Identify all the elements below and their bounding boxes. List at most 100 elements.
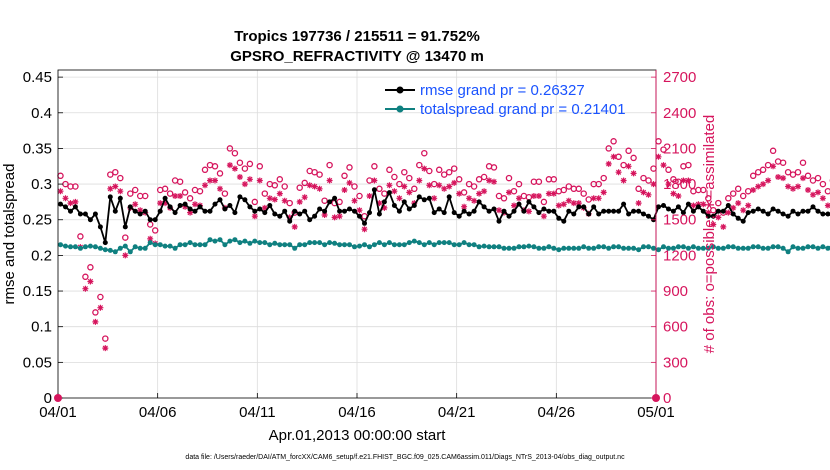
obs-possible-point — [301, 179, 308, 187]
obs-assimilated-point — [819, 195, 826, 202]
obs-end-endpoint — [652, 394, 660, 402]
obs-assimilated-point — [575, 200, 582, 207]
y-left-tick-label: 0.2 — [31, 247, 52, 264]
totalspread-point — [162, 243, 168, 249]
totalspread-point — [705, 245, 711, 251]
totalspread-point — [431, 242, 437, 248]
x-tick-label: 04/26 — [538, 404, 576, 421]
obs-possible-point — [181, 189, 189, 196]
rmse-point — [780, 211, 786, 217]
totalspread-point — [82, 244, 88, 250]
rmse-point — [501, 208, 507, 214]
rmse-point — [591, 204, 597, 210]
obs-possible-point — [744, 187, 752, 195]
rmse-point — [371, 187, 377, 193]
rmse-point — [401, 199, 407, 205]
rmse-point — [441, 210, 447, 216]
totalspread-point — [147, 240, 153, 246]
rmse-point — [102, 240, 108, 246]
totalspread-point — [172, 245, 178, 251]
obs-assimilated-point — [386, 182, 393, 189]
obs-possible-point — [779, 159, 787, 166]
legend-rmse-label: rmse grand pr = 0.26327 — [420, 82, 585, 99]
rmse-point — [690, 208, 696, 214]
obs-assimilated-point — [446, 183, 453, 190]
rmse-point — [391, 203, 397, 208]
obs-assimilated-point — [451, 179, 458, 186]
rmse-point — [217, 197, 223, 203]
totalspread-point — [471, 242, 477, 248]
obs-possible-point — [630, 154, 637, 162]
totalspread-point — [820, 244, 826, 250]
obs-possible-point — [700, 186, 707, 194]
obs-assimilated-point — [92, 318, 99, 325]
obs-assimilated-point — [187, 209, 194, 216]
rmse-point — [705, 213, 711, 219]
obs-possible-point — [351, 183, 358, 190]
obs-assimilated-point — [695, 201, 702, 208]
rmse-point — [257, 206, 263, 212]
totalspread-point — [785, 249, 791, 255]
obs-assimilated-point — [147, 235, 154, 242]
obs-possible-point — [460, 189, 468, 196]
totalspread-point — [97, 245, 103, 251]
obs-possible-point — [430, 180, 438, 188]
rmse-point — [661, 203, 666, 208]
obs-possible-point — [381, 190, 388, 197]
rmse-point — [127, 204, 133, 210]
obs-possible-point — [201, 166, 209, 174]
totalspread-point — [137, 245, 143, 251]
obs-possible-point — [166, 190, 174, 197]
obs-assimilated-point — [775, 174, 782, 180]
rmse-point — [77, 211, 83, 217]
obs-possible-point — [769, 147, 777, 155]
totalspread-point — [656, 247, 661, 253]
obs-assimilated-point — [665, 181, 672, 188]
totalspread-point — [227, 238, 233, 244]
y-right-tick-label: 0 — [663, 390, 671, 407]
totalspread-point — [257, 240, 263, 246]
obs-possible-point — [580, 190, 587, 197]
rmse-point — [541, 206, 547, 212]
obs-assimilated-point — [371, 177, 378, 184]
obs-assimilated-point — [555, 202, 562, 209]
obs-assimilated-point — [755, 183, 762, 190]
legend-totalspread-marker — [396, 105, 404, 113]
obs-possible-point — [151, 227, 159, 234]
totalspread-point — [192, 242, 198, 248]
obs-possible-point — [236, 159, 244, 166]
rmse-point — [735, 215, 741, 221]
rmse-point — [611, 208, 617, 214]
obs-assimilated-point — [137, 207, 144, 214]
obs-possible-point — [665, 166, 672, 174]
totalspread-point — [247, 240, 253, 246]
totalspread-point — [177, 242, 183, 248]
totalspread-point — [381, 242, 387, 248]
obs-assimilated-point — [735, 200, 742, 207]
totalspread-point — [357, 243, 362, 249]
obs-assimilated-point — [456, 190, 463, 197]
obs-possible-point — [196, 187, 204, 195]
obs-assimilated-point — [700, 201, 707, 208]
rmse-point — [421, 197, 427, 203]
rmse-point — [237, 194, 243, 200]
obs-assimilated-point — [301, 194, 308, 201]
totalspread-point — [795, 245, 801, 251]
y-left-tick-label: 0.15 — [23, 283, 52, 300]
rmse-point — [511, 208, 517, 214]
obs-possible-point — [510, 187, 518, 195]
obs-possible-point — [356, 192, 363, 200]
y-right-tick-label: 2400 — [663, 105, 696, 122]
totalspread-point — [416, 240, 422, 246]
y-axis-right-label: # of obs: o=possible; ∗=assimilated — [701, 115, 718, 354]
totalspread-point — [770, 244, 776, 250]
obs-assimilated-point — [765, 177, 772, 184]
obs-assimilated-point — [281, 197, 288, 204]
legend-totalspread-label: totalspread grand pr = 0.21401 — [420, 101, 626, 118]
rmse-point — [486, 208, 492, 214]
rmse-point — [207, 208, 213, 214]
totalspread-point — [426, 240, 432, 246]
obs-assimilated-point — [760, 181, 767, 188]
obs-assimilated-point — [720, 223, 727, 230]
obs-possible-point — [670, 176, 677, 183]
